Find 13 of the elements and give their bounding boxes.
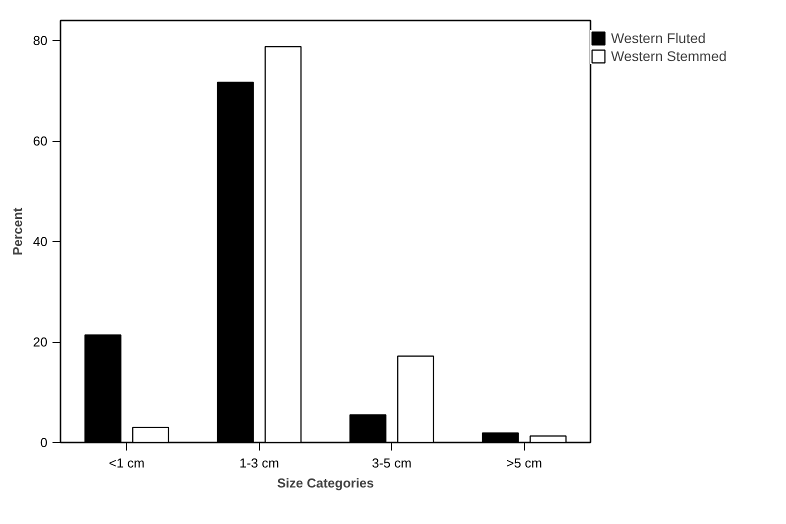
x-tick-label: >5 cm <box>506 456 542 470</box>
y-tick-label: 0 <box>40 435 48 450</box>
y-axis-title: Percent <box>10 206 26 256</box>
legend-label: Western Stemmed <box>611 48 727 64</box>
y-tick-label: 40 <box>33 234 48 250</box>
y-tick-label: 80 <box>33 33 48 48</box>
y-tick-label: 60 <box>33 134 48 149</box>
x-tick-label: 3-5 cm <box>372 456 412 470</box>
x-axis-title: Size Categories <box>277 476 374 490</box>
x-tick-label: <1 cm <box>108 456 145 470</box>
x-tick-label: 1-3 cm <box>239 456 280 470</box>
legend-label: Western Fluted <box>611 30 706 46</box>
y-tick-label: 20 <box>33 334 48 350</box>
